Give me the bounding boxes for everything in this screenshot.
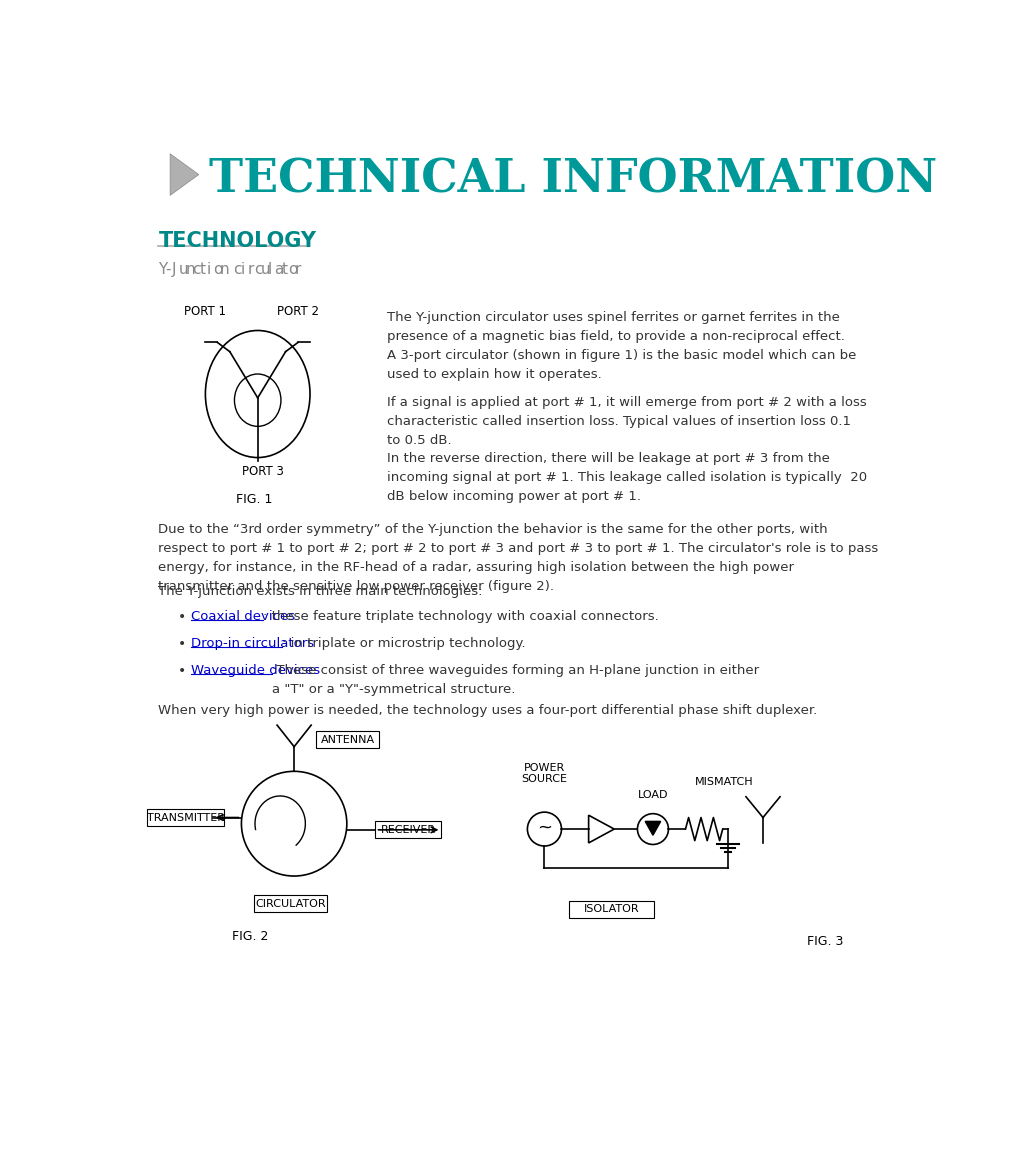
Text: t: t [281,261,287,276]
Text: : in triplate or microstrip technology.: : in triplate or microstrip technology. [281,637,525,649]
Text: Waveguide devices: Waveguide devices [191,663,320,676]
Text: •: • [177,663,185,677]
Polygon shape [645,821,660,835]
Text: Coaxial devices: Coaxial devices [191,610,294,623]
Text: In the reverse direction, there will be leakage at port # 3 from the
incoming si: In the reverse direction, there will be … [387,451,866,503]
Text: TECHNOLOGY: TECHNOLOGY [158,231,316,251]
Text: c: c [193,261,201,276]
Text: : these feature triplate technology with coaxial connectors.: : these feature triplate technology with… [262,610,657,623]
Text: TECHNICAL INFORMATION: TECHNICAL INFORMATION [209,157,936,203]
Text: J: J [172,261,176,276]
Text: FIG. 3: FIG. 3 [806,935,843,948]
Text: Y: Y [158,261,167,276]
Text: l: l [267,261,272,276]
Text: o: o [213,261,222,276]
Text: i: i [206,261,210,276]
Polygon shape [170,154,199,196]
Text: Drop-in circulators: Drop-in circulators [191,637,314,649]
Text: a: a [274,261,283,276]
Text: r: r [247,261,254,276]
Text: t: t [200,261,205,276]
Text: r: r [294,261,301,276]
Text: CIRCULATOR: CIRCULATOR [256,899,326,908]
Text: c: c [254,261,262,276]
Text: i: i [240,261,245,276]
Text: FIG. 1: FIG. 1 [235,492,272,506]
Text: The Y-junction exists in three main technologies:: The Y-junction exists in three main tech… [158,585,483,598]
Text: :These consist of three waveguides forming an H-plane junction in either
a "T" o: :These consist of three waveguides formi… [272,663,758,696]
Text: ~: ~ [536,819,551,836]
Text: ANTENNA: ANTENNA [320,735,374,745]
Text: If a signal is applied at port # 1, it will emerge from port # 2 with a loss
cha: If a signal is applied at port # 1, it w… [387,395,866,447]
Text: o: o [287,261,298,276]
Text: LOAD: LOAD [637,789,667,800]
Text: -: - [165,261,170,276]
Text: MISMATCH: MISMATCH [694,777,753,787]
Text: ISOLATOR: ISOLATOR [584,904,639,914]
Text: PORT 1: PORT 1 [183,305,226,318]
Text: TRANSMITTER: TRANSMITTER [147,813,224,822]
Text: POWER
SOURCE: POWER SOURCE [521,763,567,785]
Text: u: u [261,261,270,276]
Text: c: c [233,261,242,276]
Text: FIG. 2: FIG. 2 [232,930,268,943]
Text: u: u [178,261,189,276]
Text: •: • [177,610,185,624]
Text: Due to the “3rd order symmetry” of the Y-junction the behavior is the same for t: Due to the “3rd order symmetry” of the Y… [158,522,878,592]
Text: n: n [185,261,196,276]
Text: PORT 2: PORT 2 [277,305,319,318]
Text: The Y-junction circulator uses spinel ferrites or garnet ferrites in the
presenc: The Y-junction circulator uses spinel fe… [387,311,856,381]
Text: RECEIVER: RECEIVER [380,824,435,835]
Text: •: • [177,637,185,651]
Text: n: n [220,261,229,276]
Text: When very high power is needed, the technology uses a four-port differential pha: When very high power is needed, the tech… [158,703,817,717]
Text: PORT 3: PORT 3 [242,465,284,478]
